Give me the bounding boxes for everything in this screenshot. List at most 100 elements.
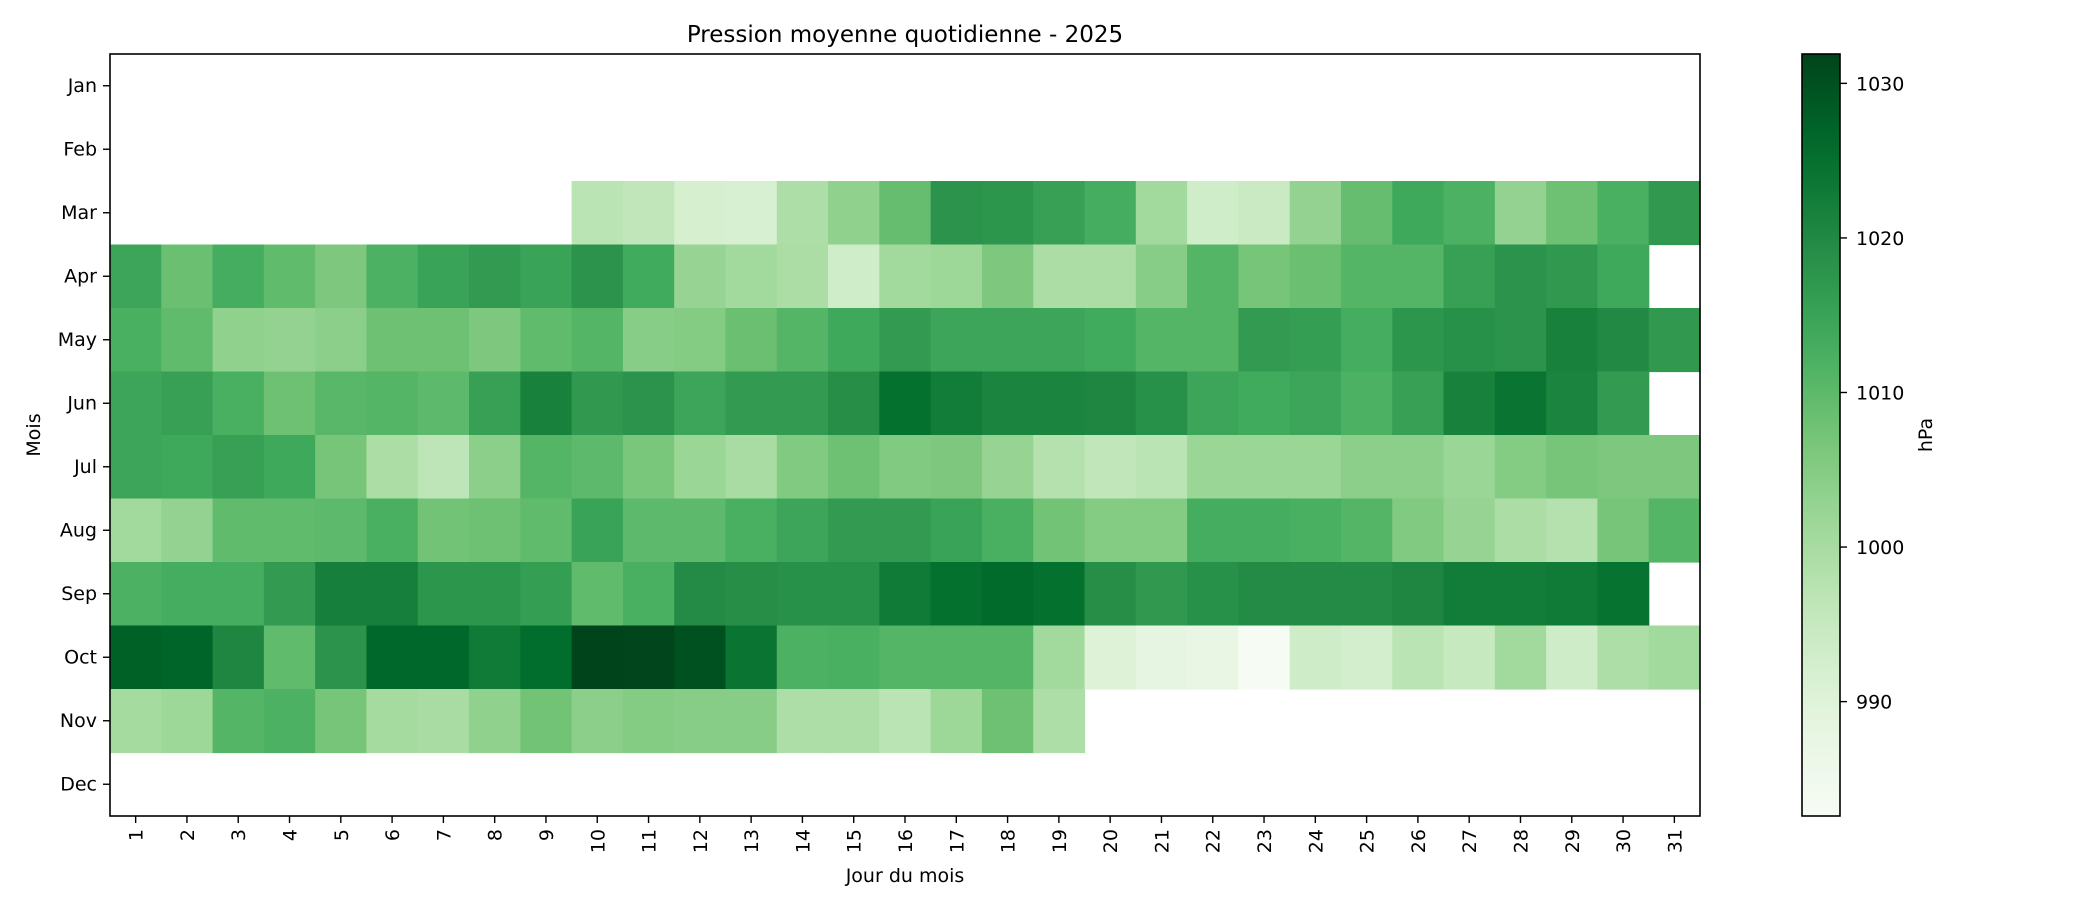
heatmap-cell xyxy=(263,435,316,500)
heatmap-cell xyxy=(1238,498,1291,563)
heatmap-cell xyxy=(1289,181,1342,246)
heatmap-cell xyxy=(1033,181,1086,246)
x-tick-label: 24 xyxy=(1305,829,1327,853)
x-tick-label: 28 xyxy=(1510,829,1532,853)
heatmap-cell xyxy=(1494,244,1547,309)
heatmap-cell xyxy=(674,371,727,436)
heatmap-cell xyxy=(1392,371,1445,436)
heatmap-cell xyxy=(1033,498,1086,563)
y-tick-label: Jun xyxy=(66,392,97,414)
x-tick-label: 21 xyxy=(1151,829,1173,853)
heatmap-cell xyxy=(417,689,470,754)
heatmap-cell xyxy=(1340,498,1393,563)
heatmap-cell xyxy=(1135,244,1188,309)
heatmap-cell xyxy=(161,562,214,627)
heatmap-cell xyxy=(212,625,265,690)
heatmap-cell xyxy=(1084,435,1137,500)
heatmap-cell xyxy=(674,244,727,309)
heatmap-cell xyxy=(263,244,316,309)
heatmap-cell xyxy=(161,498,214,563)
heatmap-cell xyxy=(622,181,675,246)
y-tick-label: Mar xyxy=(61,202,97,224)
heatmap-cell xyxy=(1238,562,1291,627)
heatmap-cell xyxy=(879,244,932,309)
heatmap-cell xyxy=(161,689,214,754)
x-tick-label: 19 xyxy=(1049,829,1071,853)
heatmap-cell xyxy=(1494,371,1547,436)
heatmap-cell xyxy=(1392,308,1445,373)
x-axis: 1 2 3 4 5 6 7 8 9 10 11 12 13 14 15 16 17 18 19 20 21 22 23 24 2… xyxy=(126,816,1686,853)
heatmap-cell xyxy=(1494,625,1547,690)
heatmap-cell xyxy=(1392,181,1445,246)
heatmap-cell xyxy=(212,498,265,563)
heatmap-cell xyxy=(1340,371,1393,436)
heatmap-cell xyxy=(110,625,162,690)
heatmap-cell xyxy=(1648,435,1701,500)
heatmap-cell xyxy=(1135,625,1188,690)
x-tick-label: 3 xyxy=(228,829,250,841)
heatmap-cell xyxy=(1033,308,1086,373)
y-tick-label: Aug xyxy=(60,519,97,541)
heatmap-cell xyxy=(1135,562,1188,627)
heatmap-cell xyxy=(622,498,675,563)
heatmap-cell xyxy=(212,371,265,436)
heatmap-cell xyxy=(571,625,624,690)
heatmap-cell xyxy=(263,625,316,690)
heatmap-cell xyxy=(622,625,675,690)
heatmap-cell xyxy=(315,562,368,627)
heatmap-cell xyxy=(1443,562,1496,627)
heatmap-cell xyxy=(1546,181,1599,246)
heatmap-cell xyxy=(981,625,1034,690)
heatmap-cell xyxy=(366,371,419,436)
heatmap-cell xyxy=(1443,244,1496,309)
heatmap-cell xyxy=(469,308,521,373)
heatmap-cell xyxy=(674,435,727,500)
heatmap-cell xyxy=(161,435,214,500)
heatmap-cell xyxy=(1033,562,1086,627)
heatmap-cell xyxy=(110,371,162,436)
heatmap-cell xyxy=(469,371,521,436)
heatmap-cell xyxy=(828,625,880,690)
heatmap-cell xyxy=(1648,308,1701,373)
heatmap-cell xyxy=(1033,689,1086,754)
heatmap-cell xyxy=(1187,562,1239,627)
heatmap-cell xyxy=(981,308,1034,373)
heatmap-cell xyxy=(622,689,675,754)
y-tick-label: Apr xyxy=(64,265,97,287)
heatmap-cell xyxy=(212,244,265,309)
heatmap-cell xyxy=(571,562,624,627)
heatmap-cell xyxy=(1289,562,1342,627)
colorbar-tick-label: 1010 xyxy=(1856,382,1904,404)
heatmap-cell xyxy=(930,435,983,500)
heatmap-cell xyxy=(1033,244,1086,309)
heatmap-cell xyxy=(469,435,521,500)
heatmap-cell xyxy=(1494,562,1547,627)
heatmap-cell xyxy=(1289,498,1342,563)
x-axis-label: Jour du mois xyxy=(845,865,965,887)
heatmap-cell xyxy=(1135,371,1188,436)
heatmap-cell xyxy=(725,371,778,436)
x-tick-label: 26 xyxy=(1408,829,1430,853)
heatmap-cell xyxy=(674,625,727,690)
heatmap-cell xyxy=(879,435,932,500)
heatmap-cell xyxy=(981,689,1034,754)
heatmap-cell xyxy=(366,498,419,563)
heatmap-cell xyxy=(981,371,1034,436)
heatmap-cell xyxy=(1187,371,1239,436)
heatmap-cell xyxy=(981,435,1034,500)
heatmap-cell xyxy=(315,498,368,563)
colorbar-tick-label: 990 xyxy=(1856,692,1892,714)
heatmap-cell xyxy=(776,498,829,563)
heatmap-cell xyxy=(263,371,316,436)
heatmap-cell xyxy=(622,244,675,309)
heatmap-cell xyxy=(930,308,983,373)
heatmap-cell xyxy=(1187,625,1239,690)
heatmap-cell xyxy=(674,498,727,563)
heatmap-cell xyxy=(1238,244,1291,309)
heatmap-cell xyxy=(469,689,521,754)
heatmap-cell xyxy=(1289,308,1342,373)
heatmap-cell xyxy=(1033,371,1086,436)
x-tick-label: 20 xyxy=(1100,829,1122,853)
x-tick-label: 15 xyxy=(844,829,866,853)
heatmap-cell xyxy=(828,181,880,246)
